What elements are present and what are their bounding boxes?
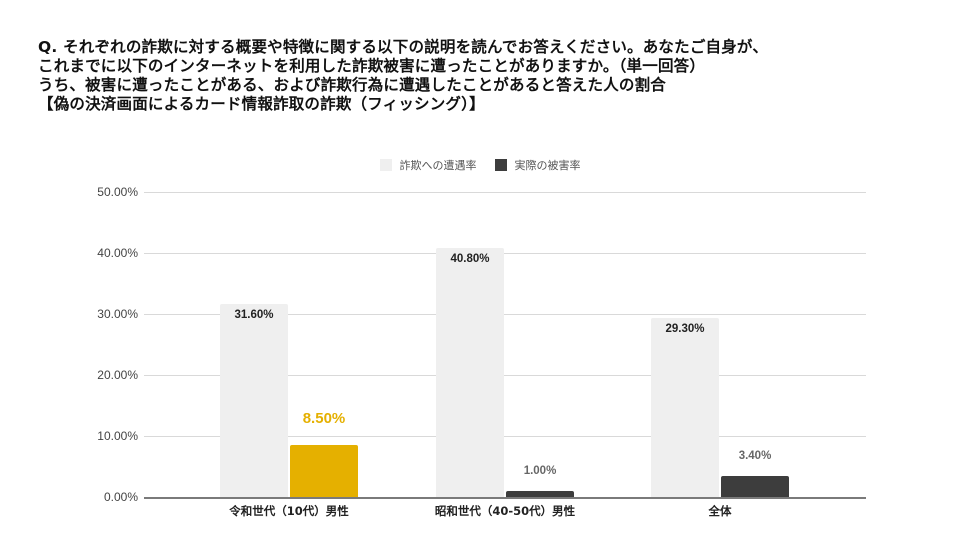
ytick-30: 30.00% bbox=[97, 307, 138, 321]
x-axis-baseline bbox=[144, 497, 866, 499]
legend-swatch-damage bbox=[494, 159, 507, 171]
bar-damage-showa bbox=[506, 491, 574, 497]
ytick-50: 50.00% bbox=[97, 185, 138, 199]
ytick-40: 40.00% bbox=[97, 246, 138, 260]
gridline-20 bbox=[144, 375, 866, 376]
gridline-40 bbox=[144, 253, 866, 254]
survey-question: Q. それぞれの詐欺に対する概要や特徴に関する以下の説明を読んでお答えください。… bbox=[38, 38, 938, 114]
label-damage-showa: 1.00% bbox=[523, 465, 557, 477]
ytick-0: 0.00% bbox=[103, 490, 138, 504]
bar-encounter-showa bbox=[436, 248, 504, 497]
ytick-10: 10.00% bbox=[97, 429, 138, 443]
question-line-4: 【偽の決済画面によるカード情報詐取の詐欺（フィッシング）】 bbox=[38, 95, 485, 113]
question-line-3: うち、被害に遭ったことがある、および詐欺行為に遭遇したことがあると答えた人の割合 bbox=[38, 76, 667, 94]
label-damage-reiwa: 8.50% bbox=[302, 410, 346, 427]
legend-item-damage: 実際の被害率 bbox=[494, 157, 581, 173]
label-encounter-reiwa: 31.60% bbox=[234, 309, 274, 321]
ytick-20: 20.00% bbox=[97, 368, 138, 382]
label-encounter-total: 29.30% bbox=[665, 323, 705, 335]
question-line-2: これまでに以下のインターネットを利用した詐欺被害に遭ったことがありますか。（単一… bbox=[38, 57, 706, 75]
legend-label-encounter: 詐欺への遭遇率 bbox=[399, 159, 477, 172]
xtick-reiwa: 令和世代（10代）男性 bbox=[229, 504, 349, 518]
xtick-showa: 昭和世代（40-50代）男性 bbox=[434, 504, 576, 518]
legend-label-damage: 実際の被害率 bbox=[514, 159, 581, 172]
chart-legend: 詐欺への遭遇率 実際の被害率 bbox=[0, 157, 960, 173]
label-encounter-showa: 40.80% bbox=[450, 253, 490, 265]
bar-encounter-reiwa bbox=[220, 304, 288, 497]
gridline-10 bbox=[144, 436, 866, 437]
bar-damage-reiwa bbox=[290, 445, 358, 497]
legend-swatch-encounter bbox=[379, 159, 392, 171]
label-damage-total: 3.40% bbox=[738, 450, 772, 462]
bar-encounter-total bbox=[651, 318, 719, 497]
xtick-total: 全体 bbox=[708, 504, 732, 518]
legend-item-encounter: 詐欺への遭遇率 bbox=[379, 157, 477, 173]
question-line-1: Q. それぞれの詐欺に対する概要や特徴に関する以下の説明を読んでお答えください。… bbox=[38, 38, 769, 56]
bar-damage-total bbox=[721, 476, 789, 497]
gridline-50 bbox=[144, 192, 866, 193]
gridline-30 bbox=[144, 314, 866, 315]
